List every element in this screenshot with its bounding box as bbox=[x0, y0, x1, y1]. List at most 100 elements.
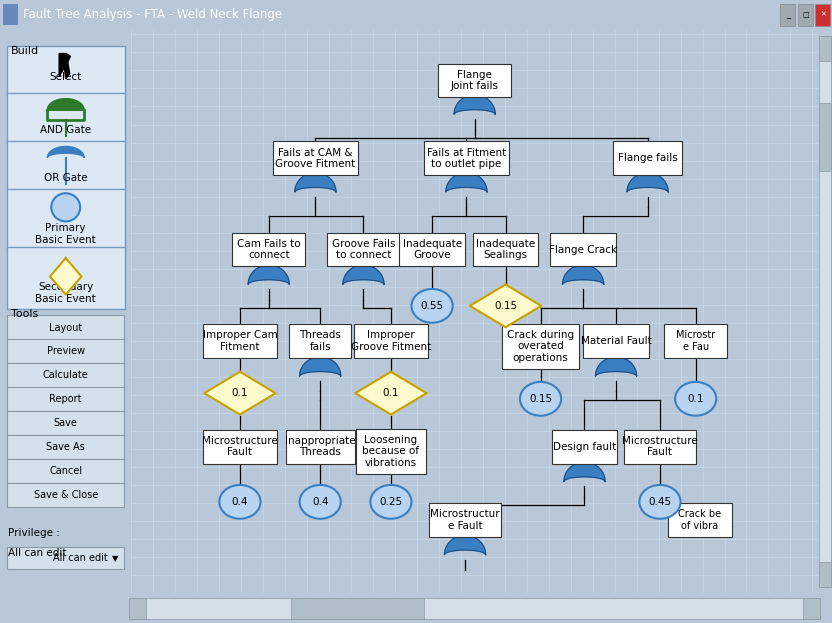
Polygon shape bbox=[470, 285, 542, 327]
Text: Groove Fails
to connect: Groove Fails to connect bbox=[332, 239, 395, 260]
FancyBboxPatch shape bbox=[503, 324, 579, 369]
Text: 0.15: 0.15 bbox=[494, 301, 518, 311]
Polygon shape bbox=[295, 173, 336, 192]
Text: ▼: ▼ bbox=[112, 554, 119, 563]
Polygon shape bbox=[59, 54, 71, 79]
Text: Report: Report bbox=[49, 394, 82, 404]
Text: 0.1: 0.1 bbox=[687, 394, 704, 404]
Text: Design fault: Design fault bbox=[552, 442, 617, 452]
Text: Fails at Fitment
to outlet pipe: Fails at Fitment to outlet pipe bbox=[427, 148, 506, 169]
Text: Save & Close: Save & Close bbox=[33, 490, 98, 500]
FancyBboxPatch shape bbox=[203, 430, 277, 464]
Text: AND Gate: AND Gate bbox=[40, 125, 92, 135]
Text: 0.1: 0.1 bbox=[383, 388, 399, 398]
Text: 0.55: 0.55 bbox=[420, 301, 443, 311]
Bar bbox=[3, 4, 18, 26]
FancyBboxPatch shape bbox=[473, 232, 538, 267]
FancyBboxPatch shape bbox=[667, 503, 732, 537]
Text: Build: Build bbox=[11, 45, 38, 55]
Polygon shape bbox=[300, 357, 341, 376]
FancyBboxPatch shape bbox=[354, 324, 428, 358]
Text: Select: Select bbox=[50, 72, 82, 82]
Text: Crack be
of vibra: Crack be of vibra bbox=[678, 509, 721, 531]
Bar bbox=[803, 597, 820, 619]
Bar bbox=[820, 36, 830, 61]
FancyBboxPatch shape bbox=[7, 411, 124, 435]
Text: Save: Save bbox=[54, 418, 77, 428]
Text: Fails at CAM &
Groove Fitment: Fails at CAM & Groove Fitment bbox=[275, 148, 355, 169]
Text: Inappropriate
Threads: Inappropriate Threads bbox=[285, 436, 355, 457]
FancyBboxPatch shape bbox=[356, 429, 426, 473]
Text: Inadequate
Groove: Inadequate Groove bbox=[403, 239, 462, 260]
FancyBboxPatch shape bbox=[613, 141, 682, 175]
Polygon shape bbox=[564, 462, 605, 482]
Circle shape bbox=[412, 289, 453, 323]
Bar bbox=[815, 4, 830, 26]
Text: Microstr
e Fau: Microstr e Fau bbox=[676, 330, 716, 351]
Bar bbox=[820, 103, 830, 171]
Text: All can edit: All can edit bbox=[7, 548, 67, 558]
Bar bbox=[798, 4, 813, 26]
Circle shape bbox=[370, 485, 412, 519]
Text: 0.25: 0.25 bbox=[379, 497, 403, 507]
Circle shape bbox=[520, 382, 561, 416]
Text: Microstructure
Fault: Microstructure Fault bbox=[622, 436, 698, 457]
FancyBboxPatch shape bbox=[7, 141, 125, 191]
Polygon shape bbox=[444, 535, 486, 555]
Text: Microstructure
Fault: Microstructure Fault bbox=[202, 436, 278, 457]
Text: 0.4: 0.4 bbox=[312, 497, 329, 507]
Text: Flange
Joint fails: Flange Joint fails bbox=[451, 70, 498, 92]
Polygon shape bbox=[562, 265, 604, 285]
Text: 0.15: 0.15 bbox=[529, 394, 552, 404]
Text: 0.45: 0.45 bbox=[648, 497, 671, 507]
FancyBboxPatch shape bbox=[7, 315, 124, 340]
Polygon shape bbox=[50, 258, 82, 295]
Ellipse shape bbox=[52, 193, 80, 221]
Polygon shape bbox=[47, 146, 84, 158]
FancyBboxPatch shape bbox=[7, 339, 124, 363]
Text: Flange Crack: Flange Crack bbox=[549, 245, 617, 255]
Text: ─: ─ bbox=[785, 16, 790, 22]
FancyBboxPatch shape bbox=[203, 324, 277, 358]
FancyBboxPatch shape bbox=[289, 324, 351, 358]
FancyBboxPatch shape bbox=[7, 363, 124, 388]
Polygon shape bbox=[596, 357, 636, 376]
Circle shape bbox=[300, 485, 341, 519]
Text: □: □ bbox=[802, 12, 809, 18]
Circle shape bbox=[220, 485, 260, 519]
Bar bbox=[129, 597, 820, 619]
FancyBboxPatch shape bbox=[7, 548, 124, 569]
Text: Crack during
overated
operations: Crack during overated operations bbox=[507, 330, 574, 363]
Circle shape bbox=[675, 382, 716, 416]
Text: Loosening
because of
vibrations: Loosening because of vibrations bbox=[363, 435, 419, 468]
Polygon shape bbox=[446, 173, 487, 192]
FancyBboxPatch shape bbox=[7, 435, 124, 459]
FancyBboxPatch shape bbox=[7, 387, 124, 411]
Circle shape bbox=[640, 485, 681, 519]
FancyBboxPatch shape bbox=[7, 45, 125, 95]
Text: Secondary
Basic Event: Secondary Basic Event bbox=[35, 282, 97, 304]
Text: Improper
Groove Fitment: Improper Groove Fitment bbox=[351, 330, 431, 351]
FancyBboxPatch shape bbox=[273, 141, 358, 175]
Polygon shape bbox=[627, 173, 668, 192]
Bar bbox=[129, 597, 146, 619]
Text: Material Fault: Material Fault bbox=[581, 336, 651, 346]
Text: All can edit: All can edit bbox=[52, 553, 107, 563]
FancyBboxPatch shape bbox=[7, 93, 125, 143]
Polygon shape bbox=[343, 265, 384, 285]
FancyBboxPatch shape bbox=[428, 503, 502, 537]
Polygon shape bbox=[248, 265, 290, 285]
Text: Improper Cam
Fitment: Improper Cam Fitment bbox=[202, 330, 277, 351]
FancyBboxPatch shape bbox=[7, 247, 125, 308]
FancyBboxPatch shape bbox=[7, 483, 124, 507]
Polygon shape bbox=[47, 98, 84, 110]
FancyBboxPatch shape bbox=[550, 232, 616, 267]
Text: Primary
Basic Event: Primary Basic Event bbox=[35, 223, 97, 245]
FancyBboxPatch shape bbox=[232, 232, 305, 267]
Text: OR Gate: OR Gate bbox=[44, 173, 87, 183]
Text: Privilege :: Privilege : bbox=[7, 528, 60, 538]
Bar bbox=[820, 36, 830, 587]
Text: 0.1: 0.1 bbox=[231, 388, 248, 398]
Text: Save As: Save As bbox=[47, 442, 85, 452]
Text: Cancel: Cancel bbox=[49, 466, 82, 476]
